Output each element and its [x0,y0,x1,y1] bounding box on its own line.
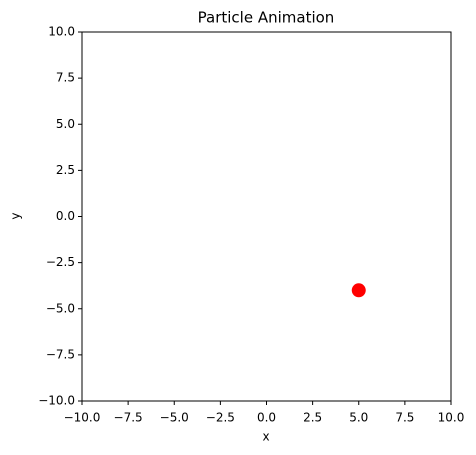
y-tick-label: 0.0 [56,209,75,223]
plot-frame [81,31,452,402]
y-axis-label: y [9,212,23,219]
x-tick-label: −2.5 [206,411,235,425]
x-tick-label: −7.5 [114,411,143,425]
y-tick-label: −5.0 [46,301,75,315]
x-tick-label: 7.5 [395,411,414,425]
particle [351,283,366,298]
y-tick-label: 7.5 [56,71,75,85]
x-tick-label: 5.0 [349,411,368,425]
x-tick-label: −5.0 [160,411,189,425]
chart-title: Particle Animation [198,9,335,27]
x-tick-label: 0.0 [257,411,276,425]
x-tick-label: 2.5 [303,411,322,425]
x-tick-label: −10.0 [64,411,101,425]
y-tick-label: 2.5 [56,163,75,177]
y-tick-label: 10.0 [48,25,75,39]
y-tick-label: −10.0 [38,394,75,408]
y-tick-label: −2.5 [46,255,75,269]
x-tick-label: 10.0 [438,411,465,425]
y-tick-label: −7.5 [46,347,75,361]
y-tick-label: 5.0 [56,117,75,131]
x-axis-label: x [262,430,269,444]
